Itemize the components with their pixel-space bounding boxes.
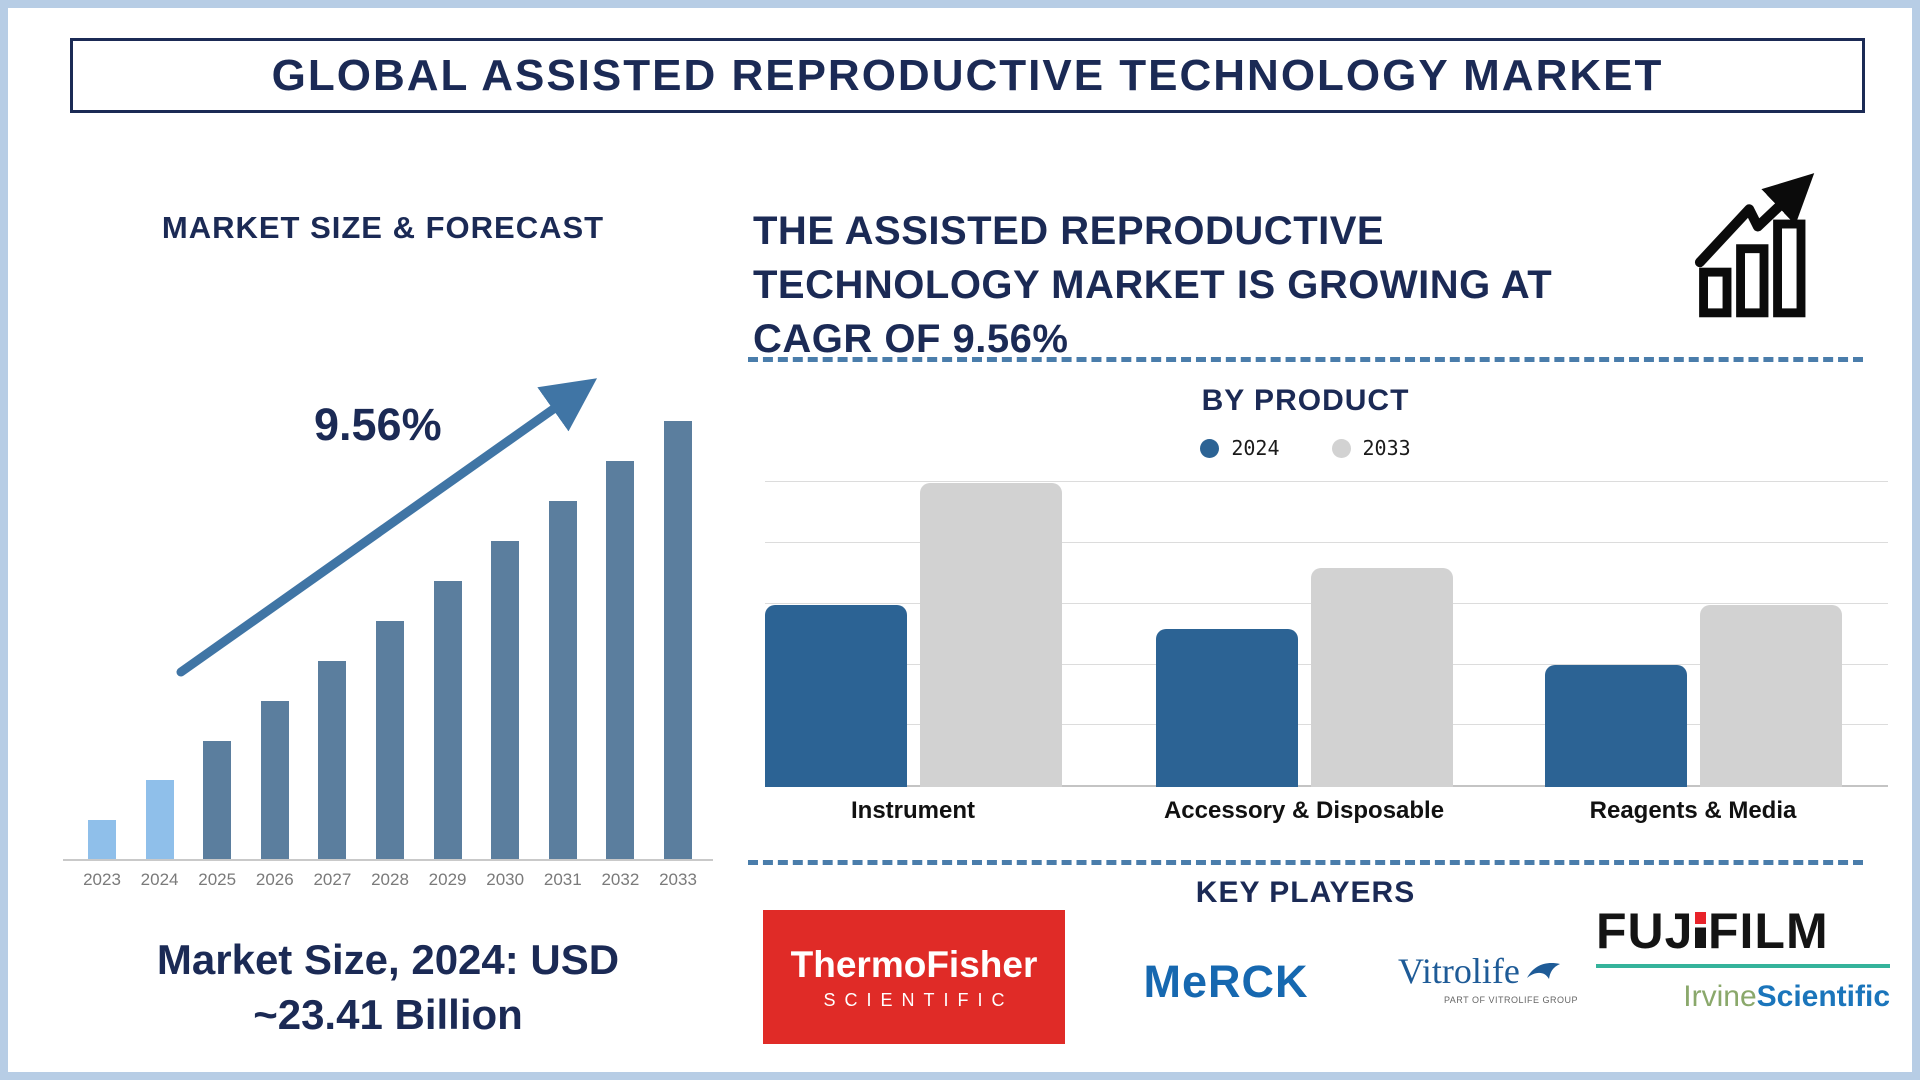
- dashed-divider-top: [748, 357, 1863, 362]
- forecast-bar-2028: [376, 621, 404, 859]
- fujifilm-pre: FUJ: [1596, 903, 1694, 959]
- dashed-divider-bottom: [748, 860, 1863, 865]
- legend-dot-icon: [1200, 438, 1220, 458]
- gridline: [765, 542, 1888, 543]
- forecast-bar-2027: [318, 661, 347, 859]
- year-tick-label: 2029: [428, 870, 467, 889]
- byproduct-bar-2033-reagents-media: [1700, 605, 1842, 787]
- forecast-bar-2025: [203, 741, 232, 859]
- cagr-annotation: 9.56%: [314, 399, 442, 450]
- forecast-bar-2029: [433, 581, 462, 859]
- vitrolife-group-text: PART OF VITROLIFE GROUP: [1443, 995, 1578, 1005]
- year-tick-label: 2032: [601, 870, 640, 889]
- year-tick-label: 2023: [83, 870, 121, 889]
- merck-logo: MeRCK: [1143, 956, 1309, 1007]
- fujifilm-irvine-scientific-logo: FUJ FILM IrvineScientific: [1596, 902, 1890, 1014]
- year-tick-label: 2024: [140, 870, 179, 889]
- by-product-bar-chart: Instrument Accessory & Disposable Reagents…: [765, 475, 1888, 835]
- category-label: Accessory & Disposable: [1163, 797, 1445, 824]
- year-tick-label: 2030: [486, 870, 525, 889]
- fujifilm-teal-rule: [1596, 964, 1890, 968]
- scientific-text: Scientific: [1756, 980, 1890, 1013]
- fujifilm-post: FILM: [1707, 903, 1829, 959]
- trend-arrow-icon: [176, 378, 598, 677]
- vitrolife-wordmark: Vitrolife: [1398, 951, 1520, 991]
- category-label: Instrument: [850, 797, 976, 824]
- year-tick-label: 2033: [659, 870, 697, 889]
- year-tick-label: 2026: [255, 870, 294, 889]
- year-tick-label: 2028: [371, 870, 409, 889]
- legend-label: 2024: [1231, 436, 1280, 460]
- byproduct-bar-2024-instrument: [765, 605, 907, 787]
- legend-item-2033: 2033: [1331, 436, 1411, 460]
- year-tick-label: 2027: [313, 870, 352, 889]
- forecast-bar-2033: [664, 421, 692, 859]
- byproduct-bar-2033-accessory-disposable: [1311, 568, 1453, 787]
- growth-chart-icon: [1694, 173, 1815, 318]
- byproduct-bar-2033-instrument: [920, 483, 1062, 787]
- thermo-fisher-logo: ThermoFisher SCIENTIFIC: [763, 910, 1065, 1044]
- forecast-bar-2031: [548, 501, 577, 859]
- key-players-heading: KEY PLAYERS: [1195, 876, 1416, 909]
- by-product-legend: 2024 2033: [748, 436, 1863, 460]
- year-tick-label: 2031: [543, 870, 582, 889]
- thermo-fisher-scientific-text: SCIENTIFIC: [823, 989, 1014, 1010]
- category-label: Reagents & Media: [1589, 797, 1797, 824]
- page-title: GLOBAL ASSISTED REPRODUCTIVE TECHNOLOGY …: [271, 50, 1664, 100]
- year-tick-label: 2025: [198, 870, 237, 889]
- irvine-scientific-wordmark: IrvineScientific: [1596, 980, 1890, 1014]
- legend-item-2024: 2024: [1200, 436, 1280, 460]
- fujifilm-red-i-mark: [1695, 911, 1707, 948]
- forecast-bar-2026: [260, 701, 289, 859]
- market-size-note: Market Size, 2024: USD ~23.41 Billion: [156, 936, 620, 1038]
- fujifilm-wordmark: FUJ FILM: [1596, 902, 1890, 960]
- forecast-bar-2032: [606, 461, 635, 859]
- legend-dot-icon: [1331, 438, 1351, 458]
- vitrolife-swoosh-icon: [1526, 963, 1560, 979]
- forecast-bar-2024: [145, 780, 174, 859]
- market-size-forecast-heading: MARKET SIZE & FORECAST: [161, 210, 605, 245]
- forecast-bar-2023: [88, 820, 116, 859]
- byproduct-bar-2024-accessory-disposable: [1156, 629, 1298, 787]
- title-banner: GLOBAL ASSISTED REPRODUCTIVE TECHNOLOGY …: [70, 38, 1865, 113]
- legend-label: 2033: [1362, 436, 1411, 460]
- thermo-fisher-wordmark: ThermoFisher: [790, 943, 1038, 985]
- forecast-bar-2030: [491, 541, 520, 859]
- growth-headline: THE ASSISTED REPRODUCTIVE TECHNOLOGY MAR…: [753, 209, 1553, 361]
- byproduct-bar-2024-reagents-media: [1545, 665, 1687, 787]
- vitrolife-logo: Vitrolife PART OF VITROLIFE GROUP: [1398, 950, 1578, 1005]
- by-product-heading: BY PRODUCT: [1201, 384, 1410, 417]
- irvine-text: Irvine: [1683, 980, 1757, 1013]
- x-axis-line: [63, 859, 713, 861]
- gridline: [765, 481, 1888, 482]
- market-forecast-bar-chart: 2023 2024 2025 2026 2027 2028 2029 2030 2031 2032…: [63, 408, 723, 898]
